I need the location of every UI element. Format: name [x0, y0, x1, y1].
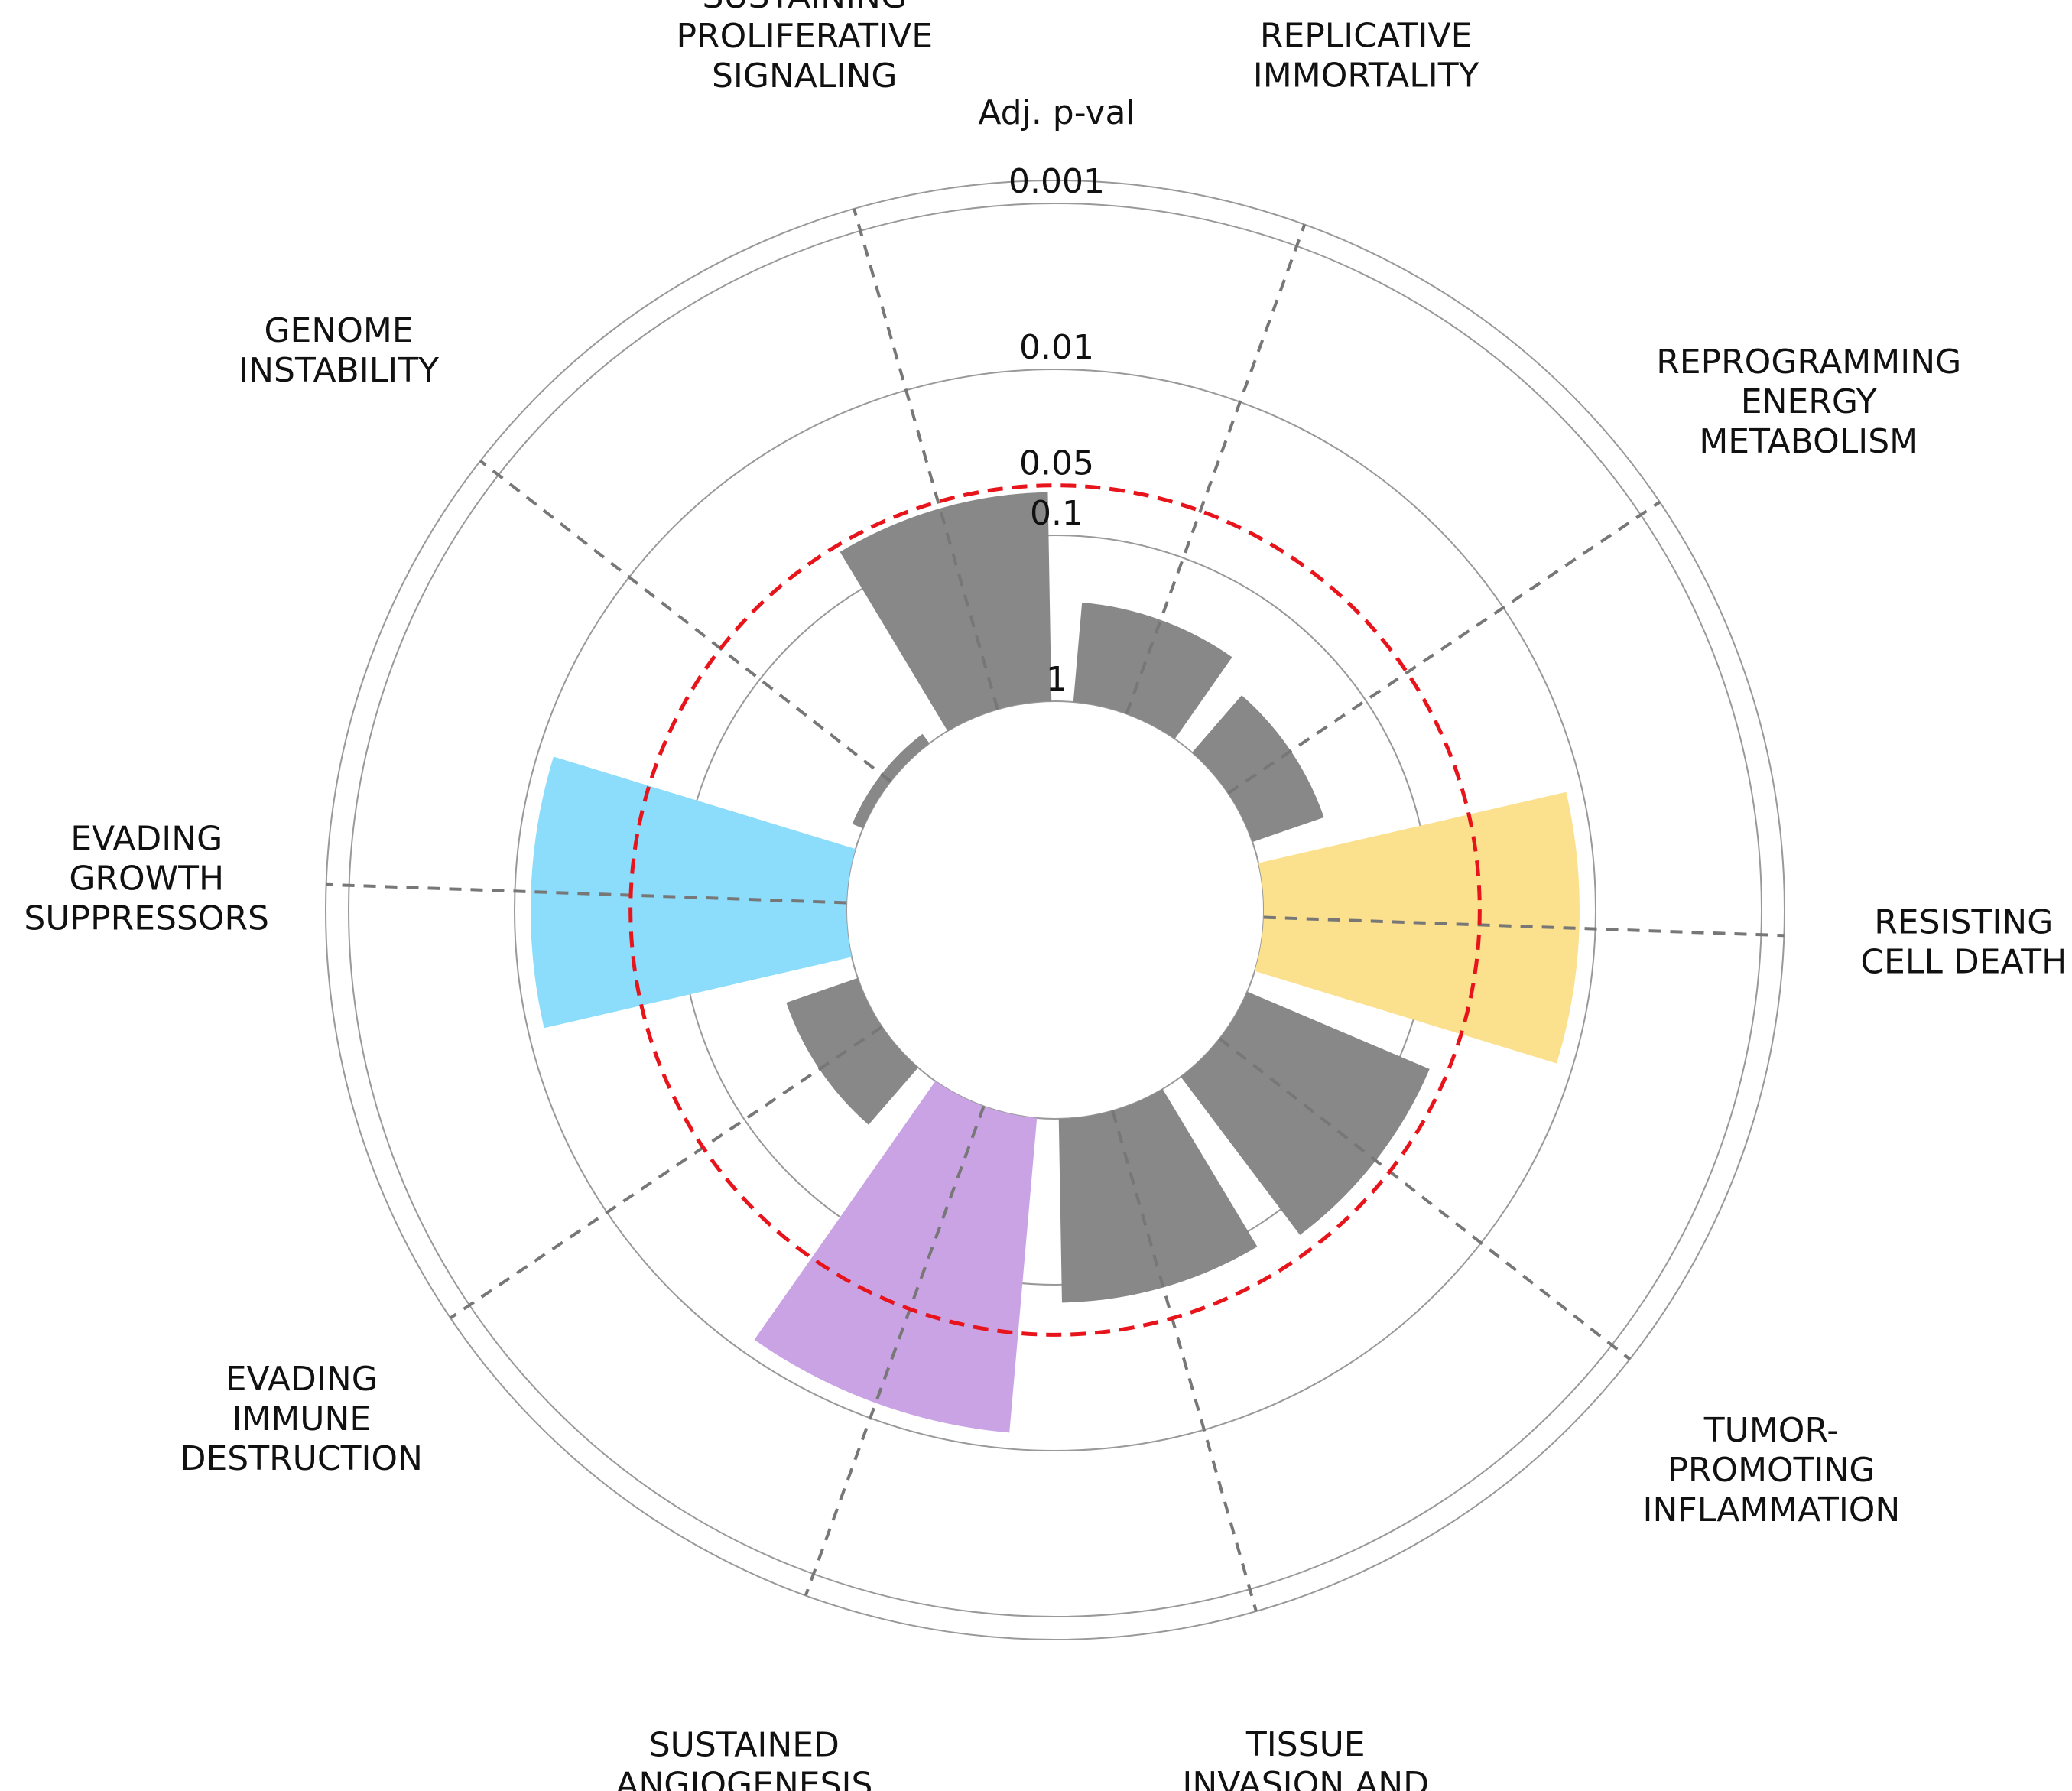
radial-tick-label: 0.001 — [1008, 162, 1105, 201]
sector-divider — [326, 882, 847, 905]
category-label: REPROGRAMMING ENERGY METABOLISM — [1656, 343, 1961, 461]
threshold-layer — [628, 483, 1482, 1337]
category-label-line: EVADING — [226, 1360, 378, 1399]
category-label-line: INSTABILITY — [239, 351, 439, 390]
category-label-line: SUSTAINED — [649, 1725, 840, 1764]
radial-axis-title: Adj. p-val — [978, 93, 1135, 132]
sector-divider-layer — [326, 208, 1785, 1612]
category-label: EVADING GROWTH SUPPRESSORS — [24, 820, 269, 938]
sector-divider — [1263, 915, 1785, 938]
category-label: EVADING IMMUNE DESTRUCTION — [180, 1360, 423, 1478]
sector-divider — [804, 1105, 986, 1597]
sector-divider — [1227, 500, 1661, 795]
tick-layer: Adj. p-val 1 0.1 0.05 0.01 0.001 — [978, 93, 1135, 699]
category-label-line: EVADING — [70, 820, 222, 859]
radial-tick-label: 0.05 — [1019, 444, 1094, 483]
category-label: GENOME INSTABILITY — [239, 311, 439, 390]
category-label-line: DESTRUCTION — [180, 1439, 423, 1478]
grid-circle — [514, 369, 1596, 1451]
category-label-line: SUSTAINING — [703, 0, 908, 16]
sector-divider — [479, 460, 892, 783]
grid-circle — [846, 700, 1265, 1120]
bar-segment — [840, 492, 1052, 731]
bar-layer — [531, 492, 1580, 1433]
category-label-line: CELL DEATH — [1860, 942, 2067, 981]
bar-segment — [1073, 602, 1232, 739]
category-label: REPLICATIVE IMMORTALITY — [1253, 17, 1479, 96]
category-label: SUSTAINED ANGIOGENESIS — [615, 1725, 872, 1791]
category-label: TUMOR-PROMOTING INFLAMMATION — [1643, 1411, 1901, 1529]
bar-segment — [1255, 791, 1580, 1064]
bar-segment — [531, 756, 856, 1029]
sector-divider — [1125, 223, 1307, 715]
bar-segment — [786, 977, 918, 1125]
category-label: SUSTAININGPROLIFERATIVESIGNALING — [676, 0, 933, 96]
category-label-line: SUPPRESSORS — [24, 899, 269, 938]
category-label-line: RESISTING — [1874, 902, 2053, 941]
category-label-layer: REPLICATIVE IMMORTALITY REPROGRAMMING ENERG… — [24, 0, 2067, 1791]
sector-divider — [1218, 1037, 1631, 1360]
category-label-line: REPROGRAMMING — [1656, 343, 1961, 382]
sector-divider — [853, 208, 999, 710]
grid-circle — [348, 203, 1762, 1617]
category-label-line: INFLAMMATION — [1643, 1490, 1901, 1529]
category-label-line: IMMUNE — [232, 1399, 371, 1438]
radial-tick-label: 0.01 — [1019, 328, 1094, 367]
category-label-line: ANGIOGENESIS — [615, 1765, 872, 1791]
category-label-line: TUMOR- — [1703, 1411, 1839, 1450]
category-label-line: REPLICATIVE — [1260, 17, 1473, 56]
category-label-line: GENOME — [264, 311, 413, 350]
category-label-line: GROWTH — [69, 860, 224, 899]
bar-segment — [1181, 991, 1430, 1235]
radial-tick-label: 0.1 — [1030, 494, 1083, 533]
significance-threshold-circle — [628, 483, 1482, 1337]
category-label-line: TISSUE — [1245, 1725, 1366, 1764]
radial-tick-label: 1 — [1046, 660, 1067, 699]
category-label-line: SIGNALING — [712, 57, 898, 96]
bar-segment — [1192, 695, 1324, 843]
sector-divider — [1111, 1110, 1258, 1612]
grid-layer — [325, 180, 1785, 1640]
outer-grid-circle — [325, 180, 1785, 1640]
category-label-line: METABOLISM — [1699, 422, 1918, 461]
category-label-line: IMMORTALITY — [1253, 57, 1479, 96]
category-label-line: INVASION AND — [1182, 1765, 1429, 1791]
category-label-line: PROLIFERATIVE — [676, 17, 933, 56]
bar-segment — [1058, 1089, 1258, 1303]
category-label-line: PROMOTING — [1668, 1451, 1875, 1490]
category-label: RESISTING CELL DEATH — [1860, 902, 2067, 981]
category-label-line: ENERGY — [1741, 382, 1877, 421]
sector-divider — [449, 1026, 883, 1320]
bar-segment — [754, 1081, 1038, 1433]
